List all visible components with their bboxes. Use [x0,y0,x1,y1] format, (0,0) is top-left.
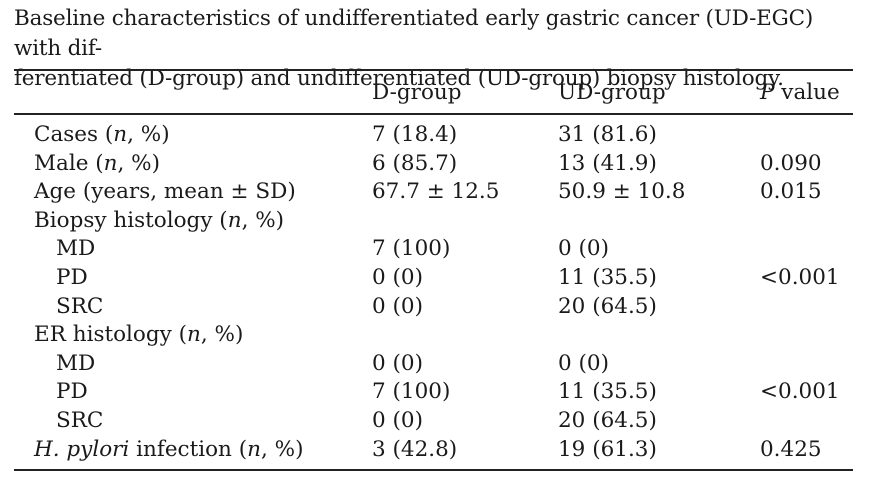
row-label: MD [56,235,95,263]
header-ud-group: UD-group [558,80,666,105]
row-label-text: infection ( [129,436,248,462]
table-row: Biopsy histology (n, %) [0,207,870,236]
top-rule [14,69,853,71]
d-group-value: 3 (42.8) [372,436,458,462]
table-row: Cases (n, %) 7 (18.4) 31 (81.6) [0,121,870,150]
header-rule [14,113,853,115]
row-label-italic: n [113,122,128,147]
row-label-end: , %) [200,322,244,348]
row-label: PD [56,264,88,292]
table-row: MD 7 (100) 0 (0) [0,235,870,264]
row-label-text: SRC [56,408,104,433]
row-label-text: PD [56,265,88,290]
row-label-italic: n [103,150,118,176]
table-row: PD 7 (100) 11 (35.5) <0.001 [0,378,870,407]
row-label: Male (n, %) [34,150,160,178]
table-row: Age (years, mean ± SD) 67.7 ± 12.5 50.9 ± … [0,178,870,207]
table-row: PD 0 (0) 11 (35.5) <0.001 [0,264,870,293]
p-value: 0.425 [760,436,822,462]
row-label-text: MD [56,236,96,262]
d-group-value: 67.7 ± 12.5 [372,179,500,205]
ud-group-value: 20 (64.5) [558,293,657,319]
ud-group-value: 19 (61.3) [558,436,657,462]
table-row: H. pylori infection (n, %) 3 (42.8) 19 (61… [0,436,870,465]
d-group-value: 0 (0) [372,265,423,290]
row-label-text: ER histology ( [34,322,188,348]
p-value: <0.001 [760,379,840,405]
row-label-text: Cases ( [34,122,114,147]
row-label: ER histology (n, %) [34,321,243,349]
ud-group-value: 31 (81.6) [558,122,657,147]
p-value: <0.001 [760,265,840,290]
ud-group-value: 50.9 ± 10.8 [558,179,686,205]
row-label-end: , %) [117,150,161,176]
d-group-value: 0 (0) [372,293,423,319]
row-label-text: PD [56,379,88,405]
table-row: SRC 0 (0) 20 (64.5) [0,293,870,322]
row-label: SRC [56,407,103,435]
ud-group-value: 13 (41.9) [558,150,657,176]
d-group-value: 7 (100) [372,236,451,262]
row-label-text: Male ( [34,150,104,176]
row-label: Biopsy histology (n, %) [34,207,284,235]
ud-group-value: 20 (64.5) [558,408,657,433]
bottom-rule [14,469,853,471]
row-label-italic: n [247,436,261,462]
ud-group-value: 11 (35.5) [558,265,657,290]
d-group-value: 7 (100) [372,379,451,405]
row-label-end: , %) [127,122,170,147]
header-p-italic: P [760,80,775,105]
p-value: 0.090 [760,150,822,176]
row-label: Age (years, mean ± SD) [34,178,296,206]
header-p-value: P value [760,79,840,107]
d-group-value: 7 (18.4) [372,122,458,147]
table-row: MD 0 (0) 0 (0) [0,350,870,379]
row-label-end: , %) [260,436,304,462]
table-row: ER histology (n, %) [0,321,870,350]
row-label-italic: n [227,207,242,233]
p-value: 0.015 [760,179,822,205]
row-label-text: Age (years, mean ± SD) [34,179,296,205]
ud-group-value: 0 (0) [558,350,609,376]
row-label: PD [56,378,88,406]
row-label-italic-prefix: H. pylori [34,436,130,462]
row-label: H. pylori infection (n, %) [34,436,303,464]
caption-line-1: Baseline characteristics of undifferenti… [14,6,814,61]
row-label-text: Biopsy histology ( [34,207,228,233]
row-label: MD [56,350,95,378]
row-label: SRC [56,293,103,321]
header-d-group: D-group [372,80,462,105]
row-label: Cases (n, %) [34,121,170,149]
table-row: Male (n, %) 6 (85.7) 13 (41.9) 0.090 [0,150,870,179]
d-group-value: 0 (0) [372,350,423,376]
row-label-text: SRC [56,293,104,319]
row-label-italic: n [187,322,201,348]
row-label-end: , %) [241,207,285,233]
table-row: SRC 0 (0) 20 (64.5) [0,407,870,436]
header-p-rest: value [774,80,840,105]
ud-group-value: 11 (35.5) [558,379,657,405]
d-group-value: 0 (0) [372,408,423,433]
ud-group-value: 0 (0) [558,236,609,262]
row-label-text: MD [56,350,96,376]
d-group-value: 6 (85.7) [372,150,458,176]
